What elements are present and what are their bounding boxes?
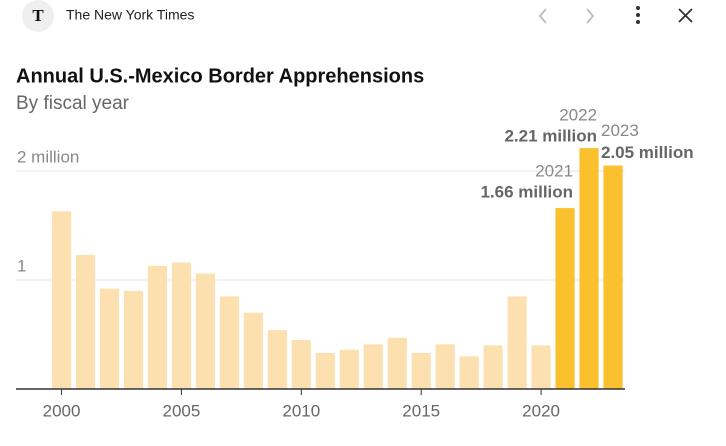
bar <box>531 345 551 389</box>
bar <box>243 312 263 389</box>
y-tick-label: 2 million <box>17 147 79 166</box>
bar <box>315 353 335 389</box>
data-label: 2.21 million <box>504 127 597 146</box>
logo-glyph: T <box>32 6 44 25</box>
bar <box>507 296 527 389</box>
x-tick-label: 2000 <box>43 401 81 420</box>
bar <box>75 254 96 389</box>
bar <box>339 349 359 389</box>
bar <box>147 265 168 389</box>
bar <box>459 356 479 389</box>
site-name: The New York Times <box>66 7 194 23</box>
x-tick-label: 2020 <box>522 401 560 420</box>
data-label: 2.05 million <box>601 143 694 162</box>
menu-button[interactable] <box>636 6 640 24</box>
annotation-year: 2022 <box>559 106 597 125</box>
annotation-year: 2023 <box>601 121 639 140</box>
bar <box>267 330 287 389</box>
bar <box>291 339 311 389</box>
bar <box>603 165 623 389</box>
back-button[interactable] <box>538 8 547 24</box>
x-tick-label: 2015 <box>402 401 440 420</box>
bar <box>195 273 216 389</box>
bar <box>411 353 431 389</box>
close-button[interactable] <box>678 8 693 23</box>
bar <box>51 211 72 389</box>
site-logo <box>22 0 54 32</box>
forward-button[interactable] <box>586 8 595 24</box>
bar <box>123 290 144 389</box>
bar <box>387 337 407 389</box>
bar <box>435 344 455 389</box>
bar <box>579 148 599 389</box>
chart-title: Annual U.S.-Mexico Border Apprehensions <box>16 65 424 87</box>
annotation-year: 2021 <box>535 162 573 181</box>
y-tick-label: 1 <box>17 256 26 275</box>
bar <box>99 288 120 389</box>
chart-subtitle: By fiscal year <box>16 93 130 114</box>
data-label: 1.66 million <box>480 183 573 202</box>
bar <box>171 262 192 389</box>
x-tick-label: 2005 <box>163 401 201 420</box>
bar <box>363 344 383 389</box>
x-tick-label: 2010 <box>282 401 320 420</box>
bar <box>219 296 239 389</box>
bar <box>555 208 575 389</box>
bar <box>483 345 503 389</box>
